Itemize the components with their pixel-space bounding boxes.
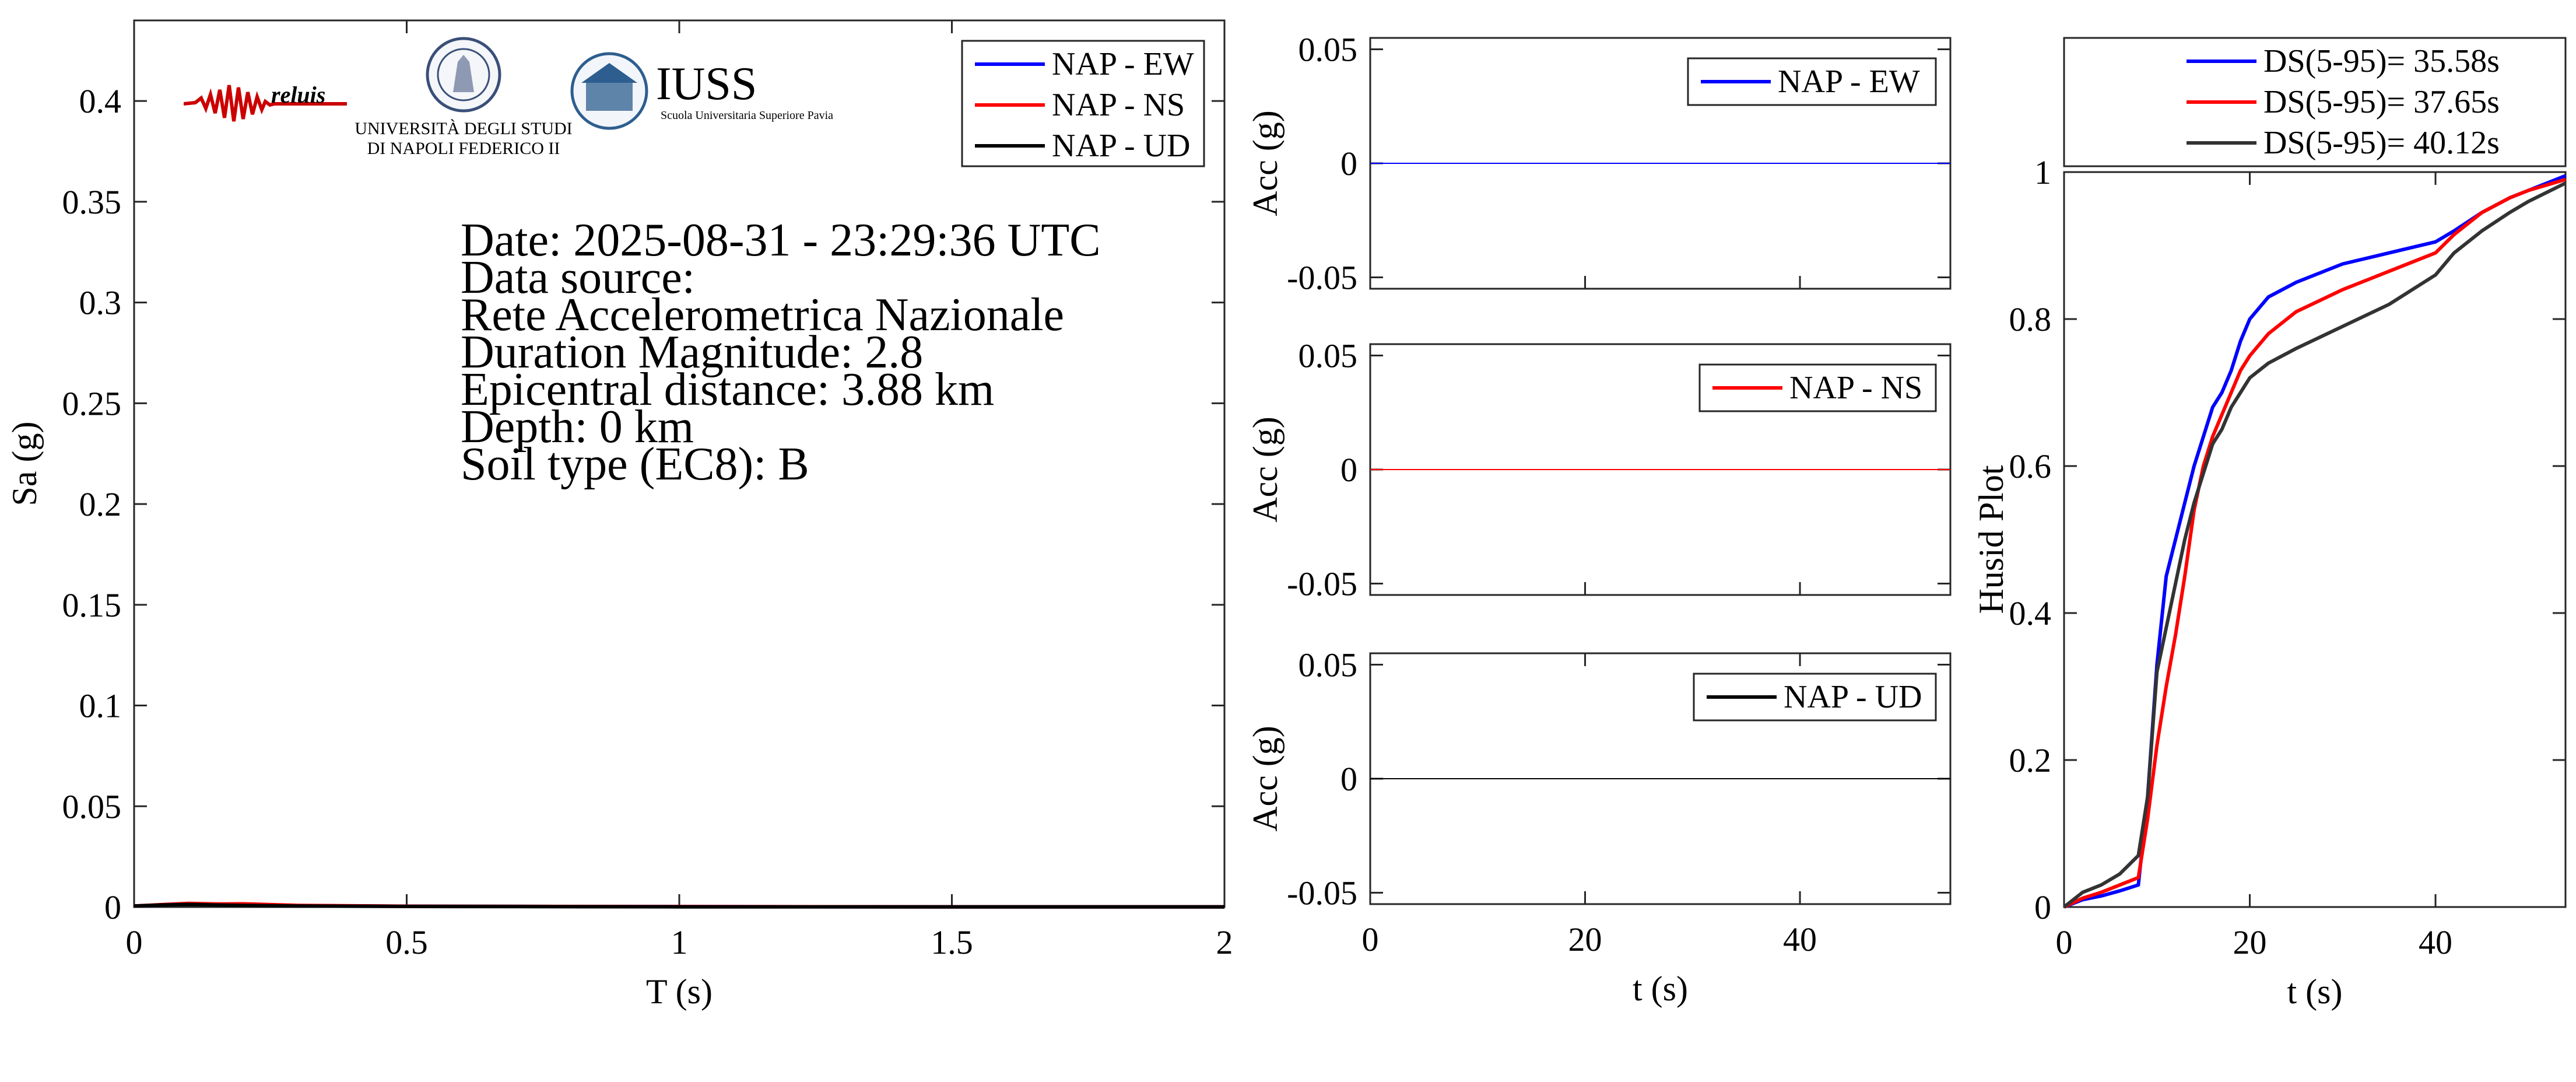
spectrum-legend-label: NAP - EW [1052,46,1194,82]
acc-ns-ytick-label: 0.05 [1298,337,1358,375]
husid-axes-box [2063,171,2567,908]
acc-ns-ylabel: Acc (g) [1246,416,1285,523]
acc-ns-ytick-label: -0.05 [1287,565,1357,603]
spectrum-ytick-label: 0.1 [79,687,122,725]
spectrum-ytick-label: 0.25 [62,384,122,422]
spectrum-ytick-label: 0.3 [79,284,122,322]
spectrum-ytick-label: 0.2 [79,485,122,523]
reluis-logo: reluis [184,82,347,122]
acc-ew-chart: -0.05 0 0.05 Acc (g) NAP - EW [1246,31,1952,296]
acc-ew-ytick-label: 0.05 [1298,31,1358,69]
acc-ud-legend: NAP - UD [1693,673,1937,722]
spectrum-xlabel: T (s) [646,972,713,1011]
husid-legend-box [2063,37,2567,167]
husid-legend-label: DS(5-95)= 37.65s [2263,84,2500,120]
acc-ns-legend-label: NAP - NS [1789,370,1922,406]
spectrum-xtick-label: 2 [1216,923,1233,961]
spectrum-legend-label: NAP - NS [1052,87,1185,123]
spectrum-ytick-label: 0.15 [62,586,122,624]
epicentral-distance: Epicentral distance: 3.88 km [461,364,995,415]
unina-logo: UNIVERSITÀ DEGLI STUDI DI NAPOLI FEDERIC… [355,37,573,158]
husid-xtick-label: 20 [2233,923,2267,961]
husid-ytick-label: 0 [2034,888,2051,926]
acc-ud-xtick-label: 20 [1568,920,1602,958]
acc-ud-ylabel: Acc (g) [1246,726,1285,832]
soil-type: Soil type (EC8): B [461,439,809,490]
event-info: Date: 2025-08-31 - 23:29:36 UTC Data sou… [461,215,1101,490]
husid-xlabel: t (s) [2287,972,2343,1011]
spectrum-ytick-label: 0.35 [62,183,122,221]
iuss-logo: IUSS Scuola Universitaria Superiore Pavi… [570,52,833,130]
acc-ns-legend: NAP - NS [1698,363,1937,412]
husid-legend-label: DS(5-95)= 35.58s [2263,43,2500,79]
husid-series-line [2063,174,2567,909]
acc-ud-legend-label: NAP - UD [1784,679,1922,715]
event-date: Date: 2025-08-31 - 23:29:36 UTC [461,215,1101,266]
husid-ytick-label: 0.2 [2009,741,2052,779]
husid-legend-label: DS(5-95)= 40.12s [2263,125,2500,161]
husid-chart: 0 0.2 0.4 0.6 0.8 1 0 20 40 t (s) Husid Plot DS(5-9… [1972,37,2567,1011]
acc-ud-xlabel: t (s) [1633,969,1688,1008]
spectrum-xtick-label: 0.5 [385,923,428,961]
unina-line2: DI NAPOLI FEDERICO II [367,139,560,158]
husid-ytick-label: 1 [2034,153,2051,191]
acc-ud-ytick-label: -0.05 [1287,874,1357,912]
depth: Depth: 0 km [461,401,694,453]
data-source: Rete Accelerometrica Nazionale [461,289,1064,341]
acc-ns-ytick-label: 0 [1340,451,1357,489]
husid-xtick-label: 0 [2056,923,2073,961]
husid-series-line [2063,181,2567,909]
acc-ew-legend: NAP - EW [1687,57,1937,106]
acc-ud-xtick-label: 40 [1783,920,1817,958]
spectrum-ylabel: Sa (g) [5,422,44,506]
spectrum-xtick-label: 0 [126,923,143,961]
acc-ud-xtick-label: 0 [1362,920,1379,958]
iuss-subtitle: Scuola Universitaria Superiore Pavia [661,109,833,122]
acc-ud-ytick-label: 0 [1340,760,1357,798]
logo-strip: reluis UNIVERSITÀ DEGLI STUDI DI NAPOLI … [184,37,833,158]
spectrum-xtick-label: 1 [671,923,688,961]
husid-xtick-label: 40 [2419,923,2452,961]
acc-ud-ytick-label: 0.05 [1298,646,1358,684]
husid-ylabel: Husid Plot [1972,465,2010,614]
spectrum-chart: 0 0.05 0.1 0.15 0.2 0.25 0.3 0.35 0.4 0 0.5 1 1.5 2 T … [5,19,1233,1011]
reluis-wordmark: reluis [271,82,325,108]
data-source-label: Data source: [461,252,696,303]
husid-series-line [2063,177,2566,909]
acc-ns-chart: -0.05 0 0.05 Acc (g) NAP - NS [1246,337,1952,603]
acc-ew-ytick-label: -0.05 [1287,258,1357,296]
husid-ytick-label: 0.8 [2009,300,2052,338]
husid-ytick-label: 0.4 [2009,594,2052,632]
spectrum-ytick-label: 0.05 [62,787,122,825]
unina-line1: UNIVERSITÀ DEGLI STUDI [355,119,572,138]
acc-ew-ytick-label: 0 [1340,145,1357,183]
husid-legend: DS(5-95)= 35.58s DS(5-95)= 37.65s DS(5-95)… [2063,37,2567,167]
acc-ew-ylabel: Acc (g) [1246,110,1285,216]
spectrum-ytick-label: 0 [104,888,121,926]
iuss-title: IUSS [656,58,757,110]
spectrum-series-line [134,902,1224,909]
acc-ew-legend-label: NAP - EW [1778,64,1920,100]
husid-ytick-label: 0.6 [2009,447,2052,485]
spectrum-xtick-label: 1.5 [931,923,973,961]
duration-magnitude: Duration Magnitude: 2.8 [461,327,924,378]
spectrum-legend: NAP - EW NAP - NS NAP - UD [961,40,1205,167]
spectrum-ytick-label: 0.4 [79,82,122,120]
spectrum-legend-label: NAP - UD [1052,128,1190,164]
